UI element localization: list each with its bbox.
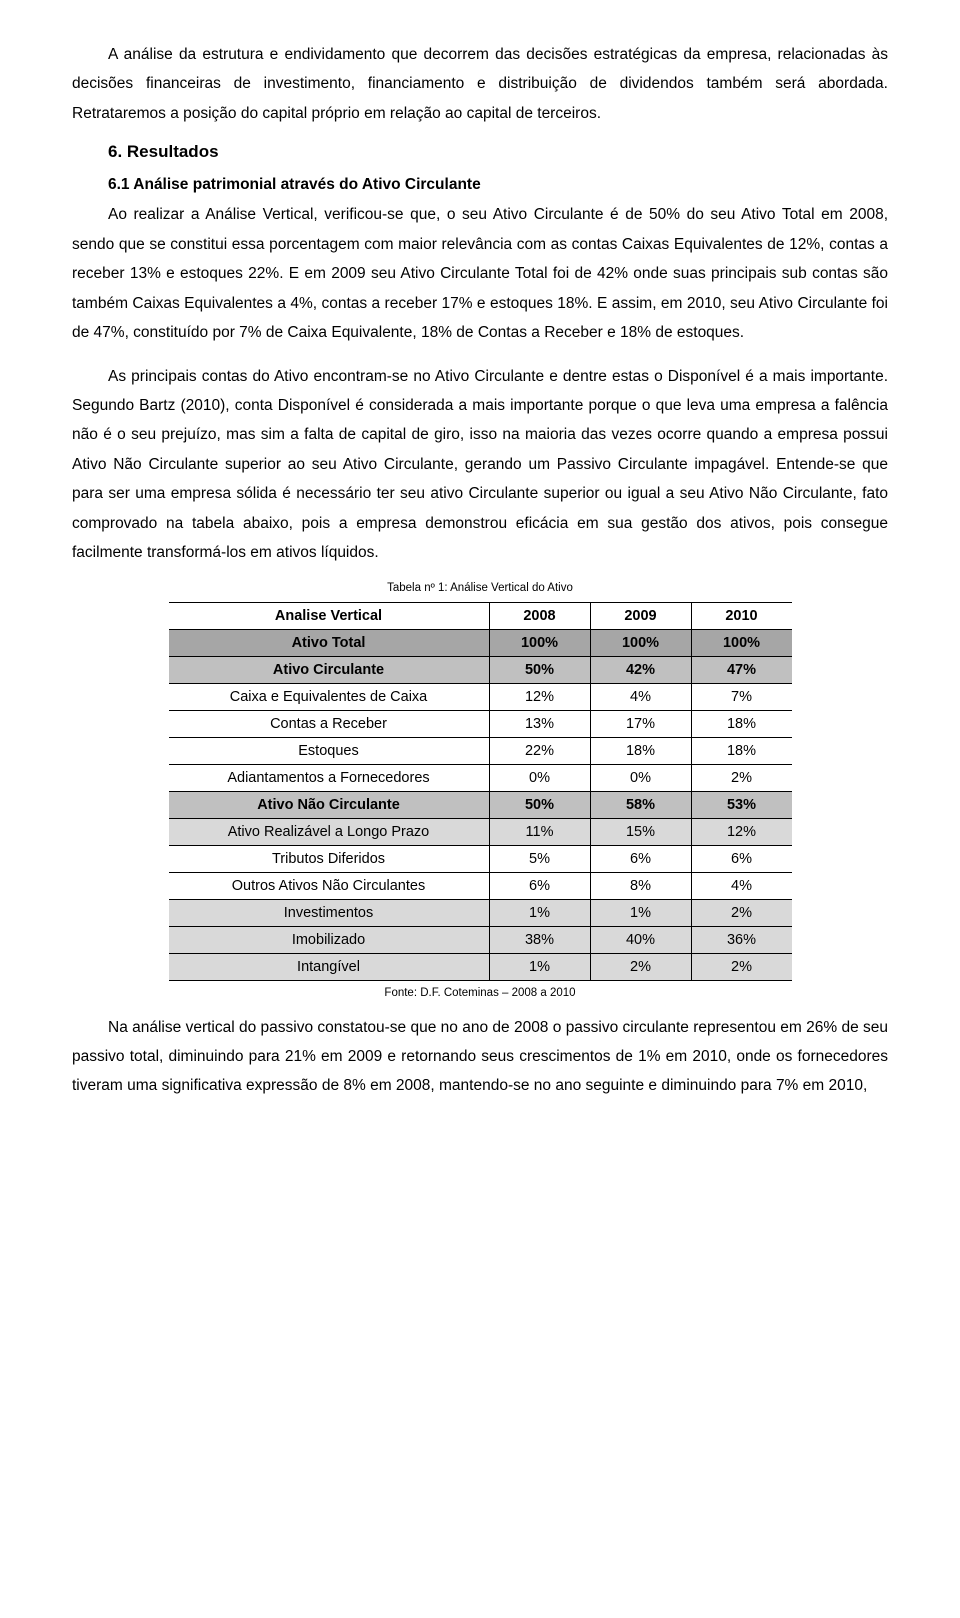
subsection-heading-wrap: 6.1 Análise patrimonial através do Ativo…: [72, 176, 888, 194]
table-caption: Tabela nº 1: Análise Vertical do Ativo: [72, 582, 888, 594]
table-row: Intangível 1% 2% 2%: [169, 953, 792, 980]
table-cell-label: Ativo Circulante: [169, 656, 490, 683]
table-cell: 18%: [691, 737, 792, 764]
table-cell: 1%: [590, 899, 691, 926]
table-cell-label: Estoques: [169, 737, 490, 764]
table-row: Outros Ativos Não Circulantes 6% 8% 4%: [169, 872, 792, 899]
table-cell: 15%: [590, 818, 691, 845]
table-row: Ativo Não Circulante 50% 58% 53%: [169, 791, 792, 818]
paragraph-intro: A análise da estrutura e endividamento q…: [72, 40, 888, 128]
table-row: Tributos Diferidos 5% 6% 6%: [169, 845, 792, 872]
table-cell: 0%: [590, 764, 691, 791]
table-cell: 100%: [590, 629, 691, 656]
table-cell: 6%: [489, 872, 590, 899]
table-cell: 22%: [489, 737, 590, 764]
table-cell: 4%: [691, 872, 792, 899]
table-row: Imobilizado 38% 40% 36%: [169, 926, 792, 953]
table-cell-label: Imobilizado: [169, 926, 490, 953]
table-cell: 40%: [590, 926, 691, 953]
table-header-2010: 2010: [691, 602, 792, 629]
table-cell: 8%: [590, 872, 691, 899]
table-cell: 4%: [590, 683, 691, 710]
table-header-row: Analise Vertical 2008 2009 2010: [169, 602, 792, 629]
table-cell: 11%: [489, 818, 590, 845]
table-cell: 53%: [691, 791, 792, 818]
table-cell: 2%: [691, 764, 792, 791]
paragraph-analysis-2: As principais contas do Ativo encontram-…: [72, 362, 888, 568]
paragraph-passivo: Na análise vertical do passivo constatou…: [72, 1013, 888, 1101]
table-cell: 1%: [489, 953, 590, 980]
table-cell-label: Ativo Realizável a Longo Prazo: [169, 818, 490, 845]
table-header-2008: 2008: [489, 602, 590, 629]
table-cell-label: Tributos Diferidos: [169, 845, 490, 872]
table-row: Estoques 22% 18% 18%: [169, 737, 792, 764]
table-cell: 50%: [489, 791, 590, 818]
table-cell-label: Outros Ativos Não Circulantes: [169, 872, 490, 899]
table-cell-label: Ativo Total: [169, 629, 490, 656]
table-cell: 36%: [691, 926, 792, 953]
table-cell: 1%: [489, 899, 590, 926]
table-cell-label: Caixa e Equivalentes de Caixa: [169, 683, 490, 710]
document-page: A análise da estrutura e endividamento q…: [0, 0, 960, 1165]
table-row: Caixa e Equivalentes de Caixa 12% 4% 7%: [169, 683, 792, 710]
table-cell: 58%: [590, 791, 691, 818]
subsection-heading: 6.1 Análise patrimonial através do Ativo…: [72, 176, 888, 194]
section-heading-resultados: 6. Resultados: [108, 142, 888, 162]
table-cell: 38%: [489, 926, 590, 953]
table-cell: 7%: [691, 683, 792, 710]
table-header-2009: 2009: [590, 602, 691, 629]
table-cell: 17%: [590, 710, 691, 737]
table-cell: 13%: [489, 710, 590, 737]
table-cell-label: Investimentos: [169, 899, 490, 926]
table-cell: 18%: [691, 710, 792, 737]
table-cell: 12%: [691, 818, 792, 845]
table-cell-label: Intangível: [169, 953, 490, 980]
table-header-label: Analise Vertical: [169, 602, 490, 629]
table-cell: 18%: [590, 737, 691, 764]
table-row: Ativo Circulante 50% 42% 47%: [169, 656, 792, 683]
table-source: Fonte: D.F. Coteminas – 2008 a 2010: [72, 987, 888, 999]
table-row: Ativo Realizável a Longo Prazo 11% 15% 1…: [169, 818, 792, 845]
table-cell: 6%: [590, 845, 691, 872]
table-cell: 2%: [691, 899, 792, 926]
table-cell: 12%: [489, 683, 590, 710]
table-cell: 50%: [489, 656, 590, 683]
analise-vertical-table: Analise Vertical 2008 2009 2010 Ativo To…: [169, 602, 792, 981]
table-cell-label: Adiantamentos a Fornecedores: [169, 764, 490, 791]
paragraph-analysis-1: Ao realizar a Análise Vertical, verifico…: [72, 200, 888, 347]
table-cell: 6%: [691, 845, 792, 872]
table-cell: 47%: [691, 656, 792, 683]
table-row: Investimentos 1% 1% 2%: [169, 899, 792, 926]
table-row: Adiantamentos a Fornecedores 0% 0% 2%: [169, 764, 792, 791]
table-cell-label: Contas a Receber: [169, 710, 490, 737]
table-cell: 2%: [590, 953, 691, 980]
table-cell: 100%: [691, 629, 792, 656]
table-cell: 42%: [590, 656, 691, 683]
table-cell: 0%: [489, 764, 590, 791]
table-cell-label: Ativo Não Circulante: [169, 791, 490, 818]
table-cell: 5%: [489, 845, 590, 872]
table-row: Ativo Total 100% 100% 100%: [169, 629, 792, 656]
table-row: Contas a Receber 13% 17% 18%: [169, 710, 792, 737]
table-cell: 2%: [691, 953, 792, 980]
table-cell: 100%: [489, 629, 590, 656]
